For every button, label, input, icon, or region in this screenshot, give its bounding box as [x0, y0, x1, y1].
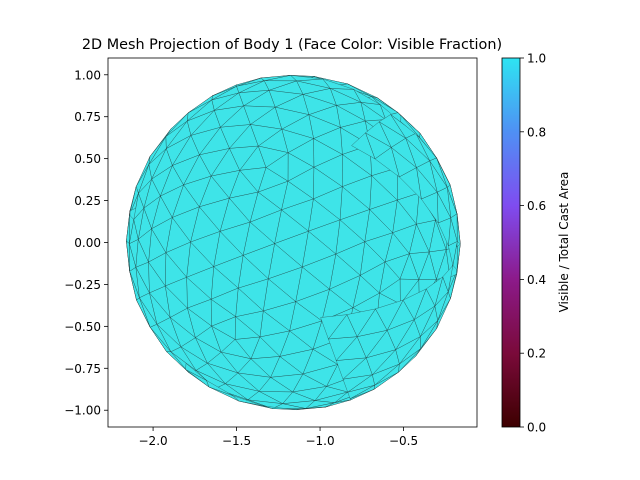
mesh-face: [206, 380, 234, 396]
mesh-face: [365, 121, 392, 148]
mesh-face: [250, 124, 282, 147]
colorbar-tick-label: 0.4: [527, 273, 546, 287]
mesh-face: [346, 308, 376, 337]
mesh-face: [148, 252, 167, 287]
mesh-face: [426, 276, 443, 307]
y-tick-label: −0.25: [64, 278, 101, 292]
mesh-face: [320, 314, 348, 340]
x-axis: −2.0 −1.5 −1.0 −0.5: [139, 427, 418, 448]
mesh-face: [456, 213, 461, 245]
y-tick-label: −0.75: [64, 362, 101, 376]
mesh-face: [375, 299, 404, 331]
colorbar-tick-label: 0.8: [527, 125, 546, 139]
y-tick-label: 0.00: [74, 236, 101, 250]
mesh-face: [442, 265, 454, 292]
mesh-face: [325, 399, 351, 408]
y-tick-label: 0.50: [74, 152, 101, 166]
mesh-face: [211, 316, 236, 340]
x-tick-label: −0.5: [389, 434, 418, 448]
x-tick-label: −1.0: [305, 434, 334, 448]
mesh-face: [397, 112, 421, 134]
colorbar: [501, 57, 521, 428]
mesh-face: [126, 240, 130, 272]
mesh-face: [138, 228, 152, 263]
mesh-face: [126, 214, 130, 244]
mesh-face: [243, 105, 276, 125]
mesh-face: [263, 405, 297, 410]
colorbar-tick-label: 1.0: [527, 52, 546, 66]
body-mesh: [126, 75, 461, 410]
mesh-face: [235, 77, 262, 87]
colorbar-axis: 0.0 0.2 0.4 0.6 0.8 1.0: [520, 52, 546, 435]
chart-title: 2D Mesh Projection of Body 1 (Face Color…: [82, 37, 502, 53]
y-axis: 1.00 0.75 0.50 0.25 0.00 −0.25 −0.50 −0.75 −1.00: [64, 68, 108, 418]
colorbar-label: Visible / Total Cast Area: [557, 172, 571, 313]
y-tick-label: −1.00: [64, 404, 101, 418]
mesh-face: [187, 299, 212, 327]
mesh-face: [185, 363, 207, 381]
mesh-face: [258, 145, 289, 168]
x-tick-label: −2.0: [139, 434, 168, 448]
y-tick-label: 0.75: [74, 110, 101, 124]
mesh-face: [402, 288, 427, 320]
mesh-face: [400, 115, 420, 138]
colorbar-tick-label: 0.2: [527, 347, 546, 361]
colorbar-tick-label: 0.0: [527, 421, 546, 435]
x-tick-label: −1.5: [222, 434, 251, 448]
mesh-face: [236, 80, 265, 93]
mesh-face: [232, 395, 265, 407]
y-tick-label: −0.50: [64, 320, 101, 334]
colorbar-tick-label: 0.6: [527, 199, 546, 213]
mesh-face: [295, 406, 326, 410]
y-tick-label: 1.00: [74, 68, 101, 82]
mesh-face: [351, 132, 376, 160]
mesh-face: [238, 90, 270, 107]
mesh-face: [379, 114, 406, 139]
mesh-face: [165, 277, 188, 309]
mesh-face: [133, 207, 145, 240]
y-tick-label: 0.25: [74, 194, 101, 208]
